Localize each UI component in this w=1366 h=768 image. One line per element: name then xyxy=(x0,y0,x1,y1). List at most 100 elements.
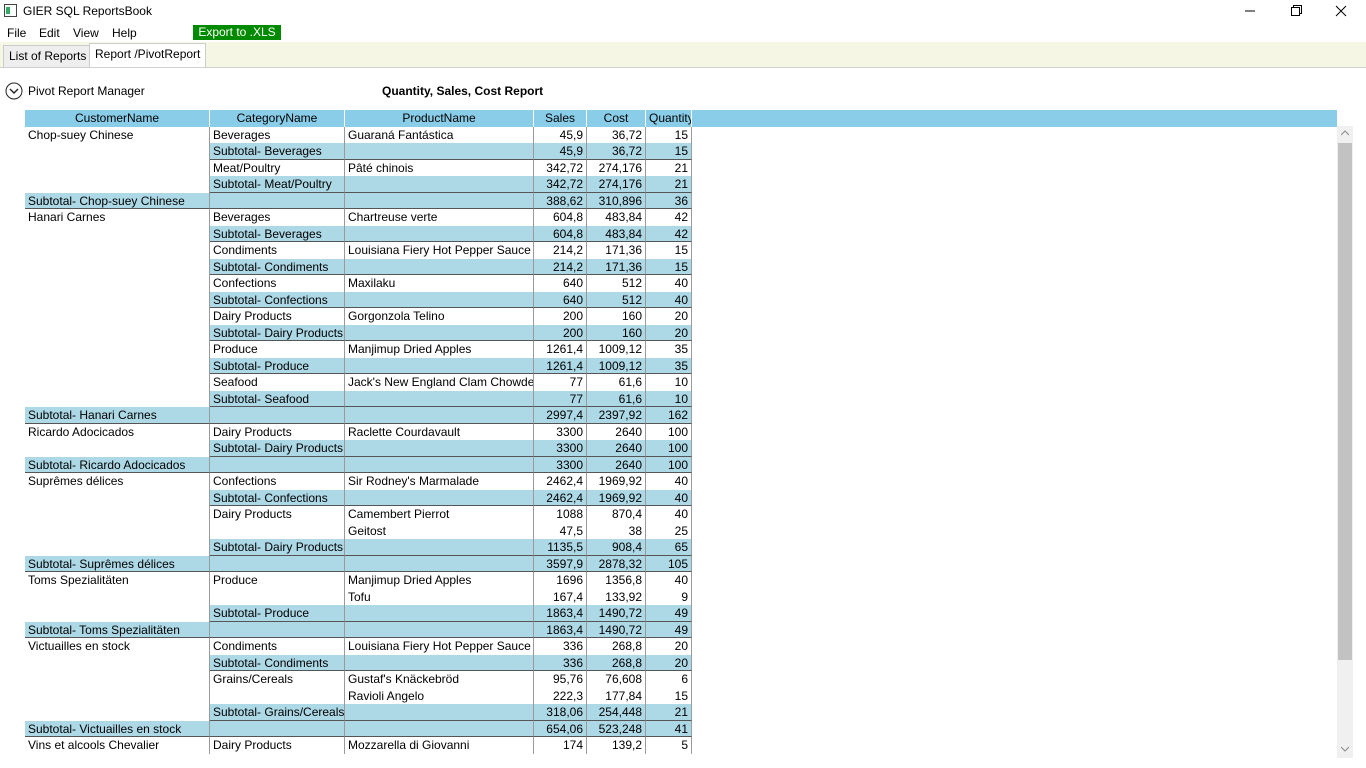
text-cell: Dairy Products xyxy=(210,423,345,440)
number-cell: 15 xyxy=(646,143,692,160)
number-cell: 1261,4 xyxy=(534,357,587,374)
number-cell: 2878,32 xyxy=(587,555,646,572)
text-cell xyxy=(210,456,345,473)
scroll-down[interactable] xyxy=(1341,746,1349,752)
text-cell: Victuailles en stock xyxy=(25,638,210,655)
text-cell xyxy=(345,192,534,209)
text-cell xyxy=(25,671,210,688)
text-cell xyxy=(25,440,210,457)
text-cell xyxy=(25,588,210,605)
number-cell: 171,36 xyxy=(587,242,646,259)
number-cell: 654,06 xyxy=(534,720,587,737)
text-cell: Louisiana Fiery Hot Pepper Sauce xyxy=(345,242,534,259)
number-cell: 105 xyxy=(646,555,692,572)
number-cell: 222,3 xyxy=(534,687,587,704)
text-cell: Gustaf's Knäckebröd xyxy=(345,671,534,688)
number-cell: 160 xyxy=(587,324,646,341)
number-cell: 15 xyxy=(646,687,692,704)
text-cell xyxy=(345,176,534,193)
menu-item[interactable]: File xyxy=(7,26,27,40)
text-cell xyxy=(345,720,534,737)
number-cell: 483,84 xyxy=(587,209,646,226)
number-cell: 20 xyxy=(646,638,692,655)
number-cell: 254,448 xyxy=(587,704,646,721)
text-cell xyxy=(25,159,210,176)
text-cell xyxy=(25,258,210,275)
number-cell: 214,2 xyxy=(534,242,587,259)
scroll-up[interactable] xyxy=(1341,130,1349,136)
number-cell: 162 xyxy=(646,407,692,424)
number-cell: 2640 xyxy=(587,423,646,440)
number-cell: 36,72 xyxy=(587,143,646,160)
text-cell: Suprêmes délices xyxy=(25,473,210,490)
text-cell: Chop-suey Chinese xyxy=(25,126,210,143)
text-cell: Dairy Products xyxy=(210,506,345,523)
text-cell: Subtotal- Confections xyxy=(210,291,345,308)
number-cell: 3300 xyxy=(534,456,587,473)
menu-bar: File Edit View Help xyxy=(0,22,1366,42)
number-cell: 1863,4 xyxy=(534,621,587,638)
scroll-thumb[interactable] xyxy=(1338,143,1352,660)
text-cell: Subtotal- Beverages xyxy=(210,225,345,242)
window-controls[interactable] xyxy=(1243,4,1353,18)
column-header: CustomerName xyxy=(25,110,210,127)
text-cell: Hanari Carnes xyxy=(25,209,210,226)
text-cell xyxy=(25,489,210,506)
number-cell: 1969,92 xyxy=(587,473,646,490)
text-cell xyxy=(25,687,210,704)
text-cell xyxy=(25,654,210,671)
number-cell: 870,4 xyxy=(587,506,646,523)
text-cell: Maxilaku xyxy=(345,275,534,292)
number-cell: 20 xyxy=(646,308,692,325)
text-cell xyxy=(25,324,210,341)
text-cell xyxy=(25,390,210,407)
text-cell xyxy=(345,555,534,572)
text-cell: Guaraná Fantástica xyxy=(345,126,534,143)
menu-item[interactable]: View xyxy=(73,26,99,40)
text-cell: Subtotal- Dairy Products xyxy=(210,440,345,457)
expander-label[interactable]: Pivot Report Manager xyxy=(28,84,145,98)
number-cell: 268,8 xyxy=(587,638,646,655)
number-cell: 45,9 xyxy=(534,126,587,143)
number-cell: 1088 xyxy=(534,506,587,523)
text-cell: Condiments xyxy=(210,242,345,259)
text-cell: Subtotal- Produce xyxy=(210,605,345,622)
number-cell: 604,8 xyxy=(534,225,587,242)
text-cell xyxy=(25,605,210,622)
number-cell: 40 xyxy=(646,489,692,506)
column-header: Quantity xyxy=(646,110,692,127)
text-cell: Vins et alcools Chevalier xyxy=(25,737,210,754)
text-cell: Subtotal- Chop-suey Chinese xyxy=(25,192,210,209)
number-cell: 38 xyxy=(587,522,646,539)
expander-icon[interactable] xyxy=(5,82,23,100)
number-cell: 2462,4 xyxy=(534,473,587,490)
text-cell xyxy=(345,225,534,242)
text-cell: Subtotal- Suprêmes délices xyxy=(25,555,210,572)
menu-item[interactable]: Help xyxy=(112,26,137,40)
text-cell: Confections xyxy=(210,473,345,490)
number-cell: 100 xyxy=(646,423,692,440)
text-cell: Pâté chinois xyxy=(345,159,534,176)
tab[interactable]: Report /PivotReport xyxy=(89,43,207,67)
column-header: CategoryName xyxy=(210,110,345,127)
export-button[interactable]: Export to .XLS xyxy=(193,25,281,40)
text-cell xyxy=(345,440,534,457)
tab[interactable]: List of Reports xyxy=(3,45,93,67)
text-cell: Mozzarella di Giovanni xyxy=(345,737,534,754)
text-cell: Subtotal- Grains/Cereals xyxy=(210,704,345,721)
text-cell xyxy=(210,407,345,424)
text-cell: Produce xyxy=(210,572,345,589)
number-cell: 3597,9 xyxy=(534,555,587,572)
number-cell: 342,72 xyxy=(534,176,587,193)
text-cell: Subtotal- Dairy Products xyxy=(210,539,345,556)
text-cell: Subtotal- Hanari Carnes xyxy=(25,407,210,424)
scrollbar[interactable] xyxy=(1337,126,1353,758)
column-header: Cost xyxy=(587,110,646,127)
text-cell xyxy=(210,621,345,638)
menu-item[interactable]: Edit xyxy=(39,26,60,40)
number-cell: 2462,4 xyxy=(534,489,587,506)
text-cell: Jack's New England Clam Chowder xyxy=(345,374,534,391)
number-cell: 336 xyxy=(534,638,587,655)
column-header: Sales xyxy=(534,110,587,127)
